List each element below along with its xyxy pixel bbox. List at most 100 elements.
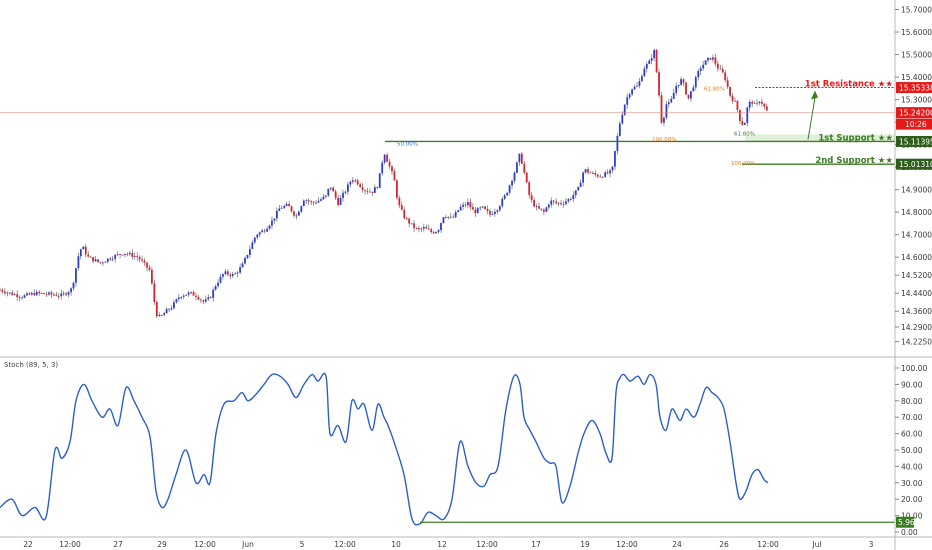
candle-body — [653, 49, 656, 59]
candle-body — [560, 202, 562, 204]
candle-body — [758, 101, 761, 104]
candle-body — [528, 182, 531, 195]
candle-body — [310, 201, 313, 203]
price-tick-label: 14.52000 — [901, 271, 932, 280]
candle-body — [386, 154, 388, 162]
candle-body — [520, 153, 523, 164]
candle-body — [555, 201, 558, 204]
candle-body — [111, 258, 114, 260]
candle-body — [275, 210, 278, 219]
candle-body — [697, 70, 700, 78]
candle-body — [638, 81, 641, 86]
candle-body — [207, 297, 210, 300]
candle-body — [432, 232, 435, 234]
candle-body — [148, 267, 151, 270]
candle-body — [418, 227, 420, 229]
candle-body — [540, 208, 543, 210]
candle-body — [442, 217, 445, 223]
candle-body — [131, 252, 134, 257]
candle-body — [413, 223, 415, 228]
candle-body — [222, 274, 224, 277]
candle-body — [324, 195, 327, 197]
price-tick-label: 14.22500 — [901, 338, 932, 347]
candle-body — [28, 293, 31, 295]
date-tick-label: 12:00 — [616, 540, 638, 549]
candle-body — [236, 272, 239, 274]
current-price-tag-bg — [896, 107, 932, 119]
candle-body — [67, 292, 70, 295]
candle-body — [481, 206, 484, 208]
candle-body — [658, 72, 660, 96]
osc-tick-label: 50.00 — [901, 446, 923, 455]
candle-body — [173, 302, 175, 309]
candle-body — [302, 200, 305, 207]
candle-body — [244, 257, 246, 264]
candle-body — [43, 293, 45, 295]
candle-body — [312, 201, 315, 203]
support-2-price-tag-bg — [896, 158, 932, 170]
candle-body — [155, 301, 158, 317]
candle-body — [45, 294, 48, 295]
candle-body — [761, 101, 763, 104]
candle-body — [712, 57, 714, 60]
candle-body — [422, 226, 425, 229]
candle-body — [175, 299, 178, 303]
candle-body — [79, 249, 82, 257]
resistance-label: 1st Resistance ★★ — [805, 80, 894, 90]
candle-body — [393, 171, 396, 181]
osc-tick-label: 90.00 — [901, 380, 923, 389]
candle-body — [290, 206, 293, 212]
candle-body — [138, 257, 141, 260]
candle-body — [552, 200, 555, 202]
stoch-line — [0, 372, 769, 526]
candle-body — [378, 173, 381, 188]
candle-body — [763, 103, 766, 107]
candle-body — [187, 292, 190, 295]
candle-body — [746, 107, 749, 123]
candle-body — [315, 202, 317, 204]
candle-body — [474, 209, 477, 214]
candle-body — [38, 291, 41, 294]
candle-body — [739, 109, 741, 122]
candle-body — [670, 98, 673, 103]
candle-body — [271, 220, 273, 226]
candle-body — [420, 228, 423, 230]
candle-body — [621, 114, 624, 124]
projection-arrow-shaft — [807, 97, 816, 140]
candle-body — [511, 180, 513, 186]
candle-body — [538, 206, 540, 209]
candle-body — [702, 64, 705, 69]
candle-body — [163, 313, 166, 316]
candle-body — [743, 122, 746, 125]
price-tick-label: 15.70000 — [901, 6, 932, 15]
candle-body — [92, 257, 94, 262]
candle-body — [369, 191, 371, 193]
candle-body — [601, 177, 604, 178]
candle-body — [185, 294, 188, 296]
date-tick-label: 27 — [113, 540, 123, 549]
date-tick-label: 12:00 — [194, 540, 216, 549]
price-tick-label: 14.90000 — [901, 186, 932, 195]
candle-body — [344, 191, 347, 193]
candle-body — [153, 283, 156, 302]
candle-body — [347, 184, 349, 192]
support-2-label: 2nd Support ★★ — [815, 156, 893, 166]
candle-body — [614, 150, 616, 167]
candle-body — [616, 135, 619, 151]
countdown-tag-bg — [896, 118, 932, 130]
candle-body — [636, 85, 638, 87]
candle-body — [731, 95, 734, 101]
support-1-price-tag-bg — [896, 135, 932, 147]
price-tick-label: 14.29000 — [901, 323, 932, 332]
candle-body — [253, 237, 256, 243]
osc-tick-label: 80.00 — [901, 397, 923, 406]
candle-body — [716, 63, 719, 69]
candle-body — [675, 85, 678, 93]
candle-body — [415, 227, 418, 229]
support-1-label: 1st Support ★★ — [818, 133, 893, 143]
date-tick-label: 12:00 — [334, 540, 356, 549]
candle-body — [376, 187, 379, 188]
candle-body — [356, 180, 359, 185]
candle-body — [714, 57, 717, 64]
